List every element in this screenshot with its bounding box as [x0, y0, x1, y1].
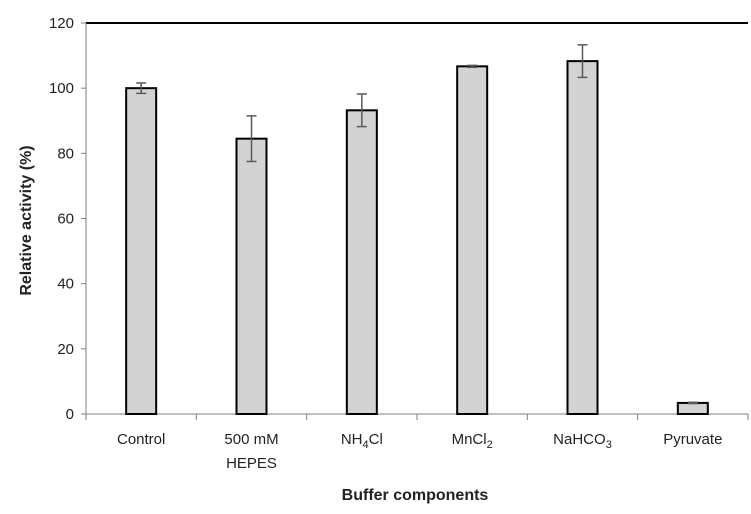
x-tick-label: NH4Cl [341, 431, 383, 451]
bar [566, 60, 599, 416]
y-tick-label: 80 [57, 145, 74, 162]
x-tick-label: NaHCO3 [553, 431, 612, 451]
x-tick-label: MnCl2 [452, 431, 493, 451]
y-tick-label: 100 [49, 80, 74, 97]
bar [456, 65, 489, 415]
x-tick-label: Control [117, 431, 165, 448]
bar [345, 109, 378, 415]
y-axis-title: Relative activity (%) [18, 145, 35, 295]
x-axis-title: Buffer components [342, 487, 489, 504]
y-tick-label: 60 [57, 211, 74, 228]
bar [676, 401, 709, 415]
x-tick-label: 500 mM [224, 431, 278, 448]
x-tick-label: Pyruvate [663, 431, 722, 448]
y-tick-label: 0 [66, 406, 74, 423]
y-tick-label: 40 [57, 276, 74, 293]
x-tick-label-line2: HEPES [226, 455, 277, 472]
y-tick-label: 120 [49, 15, 74, 32]
bar [125, 87, 158, 416]
bar [235, 137, 268, 415]
y-tick-label: 20 [57, 341, 74, 358]
